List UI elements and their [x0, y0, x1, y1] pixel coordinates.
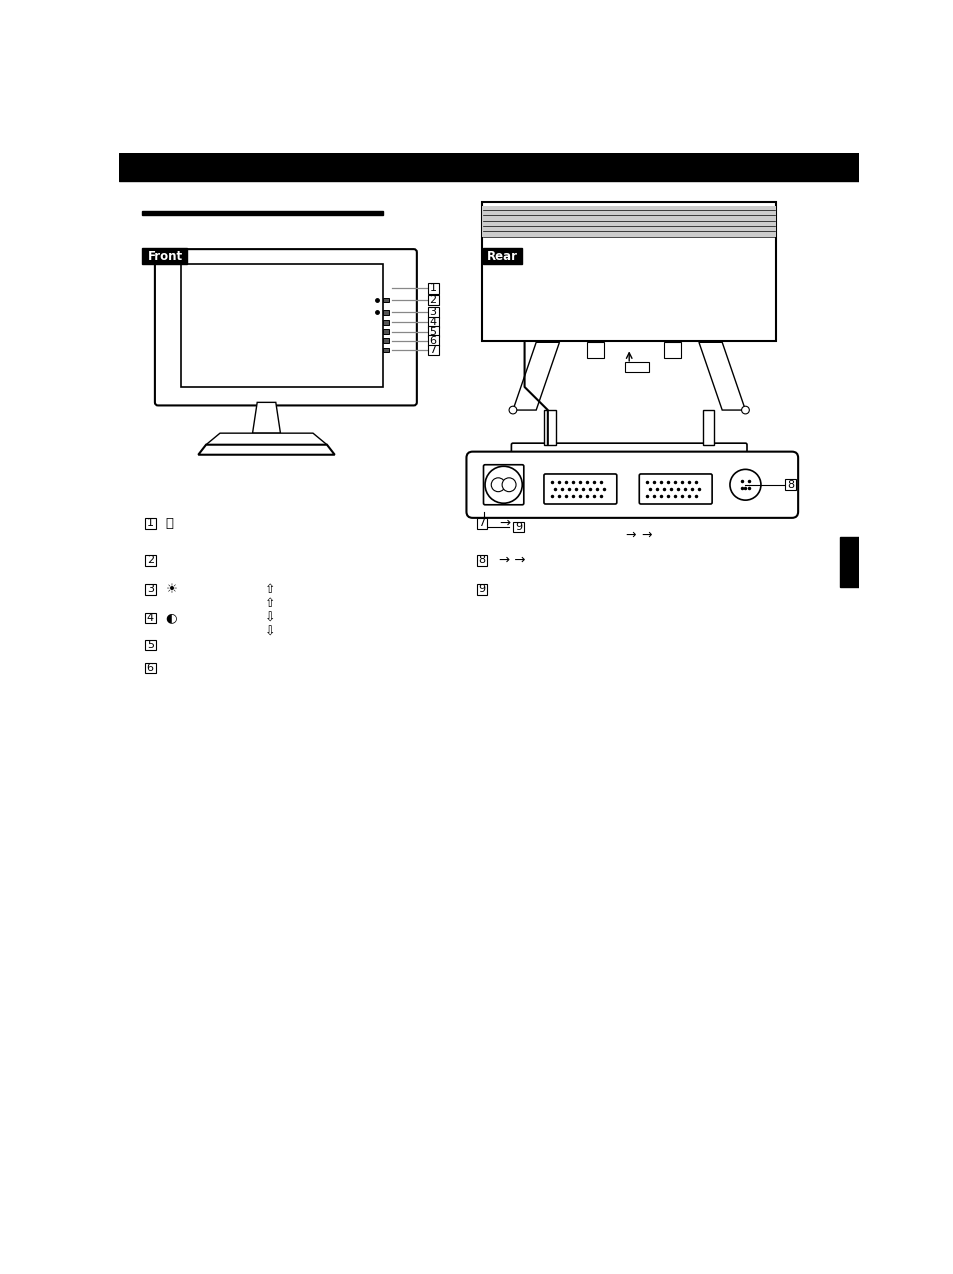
Bar	[145, 662, 155, 674]
Text: 9: 9	[515, 522, 521, 533]
Bar	[382, 320, 389, 325]
Bar	[427, 326, 438, 336]
Bar	[119, 153, 858, 181]
Circle shape	[491, 478, 505, 492]
Polygon shape	[253, 403, 280, 433]
Bar	[427, 307, 438, 317]
Text: 2: 2	[147, 555, 153, 566]
Text: 2: 2	[429, 296, 436, 304]
Bar	[382, 339, 389, 343]
Text: 8: 8	[786, 480, 793, 489]
Bar	[427, 317, 438, 327]
Text: ⇧: ⇧	[265, 596, 275, 610]
Circle shape	[484, 466, 521, 503]
Text: ⇩: ⇩	[265, 626, 275, 638]
Bar	[145, 554, 155, 566]
Text: Front: Front	[148, 250, 182, 262]
Polygon shape	[206, 433, 327, 445]
Bar	[145, 640, 155, 650]
Text: 3: 3	[147, 585, 153, 595]
Bar	[784, 479, 795, 490]
Bar	[382, 310, 389, 315]
Bar	[427, 335, 438, 347]
Polygon shape	[198, 445, 335, 455]
FancyBboxPatch shape	[511, 443, 746, 456]
Text: ⇩: ⇩	[265, 612, 275, 624]
Text: 6: 6	[147, 662, 153, 673]
Bar	[476, 583, 487, 595]
FancyBboxPatch shape	[639, 474, 711, 505]
Bar	[145, 583, 155, 595]
Polygon shape	[543, 410, 555, 445]
Text: ⇧: ⇧	[265, 583, 275, 596]
Bar	[427, 283, 438, 294]
Text: 6: 6	[429, 336, 436, 345]
Text: →: →	[498, 517, 510, 530]
Bar	[476, 517, 487, 529]
Bar	[481, 206, 776, 237]
Text: 5: 5	[429, 326, 436, 336]
Bar	[427, 344, 438, 355]
Text: 3: 3	[429, 307, 436, 317]
Bar	[142, 211, 382, 215]
Text: 7: 7	[477, 519, 485, 529]
Bar	[476, 554, 487, 566]
Text: ◐: ◐	[166, 612, 177, 624]
Text: →: →	[625, 529, 636, 541]
Text: 8: 8	[477, 555, 485, 566]
Bar	[513, 522, 523, 533]
Text: 5: 5	[147, 640, 153, 650]
Text: →: →	[640, 529, 651, 541]
FancyBboxPatch shape	[154, 250, 416, 405]
Bar	[181, 264, 382, 387]
Text: Rear: Rear	[487, 250, 517, 262]
Bar	[427, 294, 438, 306]
Text: 7: 7	[429, 345, 436, 355]
Bar	[142, 248, 187, 264]
Circle shape	[509, 406, 517, 414]
Circle shape	[729, 469, 760, 501]
Text: 4: 4	[429, 317, 436, 327]
FancyBboxPatch shape	[466, 452, 798, 517]
Circle shape	[740, 406, 748, 414]
Bar	[624, 362, 648, 372]
Circle shape	[501, 478, 516, 492]
Text: 1: 1	[147, 519, 153, 529]
Bar	[663, 343, 680, 358]
Bar	[382, 329, 389, 334]
Bar	[483, 248, 521, 264]
Text: 9: 9	[477, 585, 485, 595]
FancyBboxPatch shape	[543, 474, 617, 505]
Text: 1: 1	[429, 283, 436, 293]
Bar	[145, 517, 155, 529]
Text: 4: 4	[147, 613, 153, 623]
Bar	[840, 538, 858, 587]
Text: ⏻: ⏻	[166, 517, 173, 530]
Polygon shape	[702, 410, 714, 445]
Polygon shape	[513, 343, 558, 410]
Text: → →: → →	[498, 554, 525, 567]
Bar	[481, 203, 776, 340]
Bar	[382, 298, 389, 302]
Bar	[382, 348, 389, 353]
Bar	[586, 343, 603, 358]
Bar	[145, 613, 155, 623]
Polygon shape	[699, 343, 744, 410]
Text: ☀: ☀	[166, 583, 177, 596]
